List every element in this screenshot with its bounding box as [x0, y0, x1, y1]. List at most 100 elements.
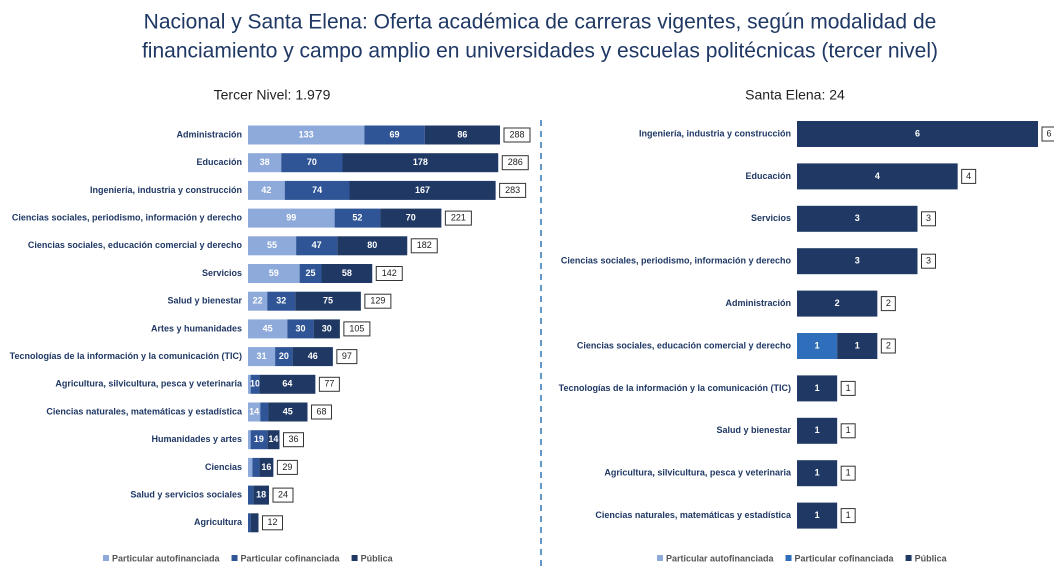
category-label: Ciencias [205, 462, 242, 472]
value-label: 70 [406, 212, 416, 222]
total-label: 3 [926, 256, 931, 266]
total-label: 1 [846, 510, 851, 520]
category-label: Agricultura, silvicultura, pesca y veter… [55, 379, 243, 389]
value-label: 1 [815, 425, 820, 435]
category-label: Tecnologías de la información y la comun… [10, 351, 242, 361]
category-label: Salud y servicios sociales [130, 489, 242, 499]
category-label: Ciencias sociales, periodismo, informaci… [561, 256, 792, 266]
value-label: 80 [367, 240, 377, 250]
total-label: 1 [846, 383, 851, 393]
value-label: 59 [269, 268, 279, 278]
value-label: 58 [342, 268, 352, 278]
bar-segment [260, 403, 268, 422]
value-label: 45 [263, 323, 273, 333]
category-label: Servicios [751, 213, 791, 223]
total-label: 29 [282, 462, 292, 472]
total-label: 288 [509, 129, 524, 139]
category-label: Ciencias sociales, educación comercial y… [28, 240, 243, 250]
value-label: 69 [390, 129, 400, 139]
total-label: 6 [1046, 128, 1051, 138]
legend-label: Pública [361, 553, 394, 563]
total-label: 286 [508, 157, 523, 167]
value-label: 14 [268, 434, 278, 444]
total-label: 1 [846, 425, 851, 435]
total-label: 97 [342, 351, 352, 361]
value-label: 31 [257, 351, 267, 361]
value-label: 6 [915, 128, 920, 138]
category-label: Tecnologías de la información y la comun… [559, 383, 791, 393]
category-label: Agricultura [194, 517, 243, 527]
category-label: Salud y bienestar [167, 296, 242, 306]
value-label: 18 [256, 489, 266, 499]
value-label: 30 [295, 323, 305, 333]
value-label: 1 [855, 340, 860, 350]
category-label: Artes y humanidades [151, 323, 242, 333]
legend-swatch [232, 555, 238, 561]
category-label: Ingeniería, industria y construcción [639, 128, 791, 138]
value-label: 25 [306, 268, 316, 278]
value-label: 19 [254, 434, 264, 444]
category-label: Agricultura, silvicultura, pesca y veter… [604, 468, 792, 478]
value-label: 2 [835, 298, 840, 308]
total-label: 68 [316, 406, 326, 416]
legend-label: Particular cofinanciada [241, 553, 341, 563]
category-label: Salud y bienestar [716, 425, 791, 435]
value-label: 86 [457, 129, 467, 139]
value-label: 45 [283, 406, 293, 416]
total-label: 129 [370, 296, 385, 306]
value-label: 1 [815, 340, 820, 350]
category-label: Educación [745, 171, 791, 181]
value-label: 1 [815, 383, 820, 393]
bar-segment [248, 458, 252, 477]
value-label: 22 [253, 296, 263, 306]
category-label: Ciencias sociales, educación comercial y… [577, 340, 792, 350]
category-label: Educación [196, 157, 242, 167]
total-label: 1 [846, 468, 851, 478]
total-label: 2 [886, 340, 891, 350]
legend-label: Particular autofinanciada [112, 553, 221, 563]
value-label: 167 [415, 185, 430, 195]
value-label: 16 [261, 462, 271, 472]
bar-segment [248, 486, 253, 505]
bar-segment [248, 513, 251, 532]
category-label: Administración [725, 298, 791, 308]
category-label: Humanidades y artes [151, 434, 242, 444]
legend-swatch [103, 555, 109, 561]
category-label: Administración [176, 129, 242, 139]
total-label: 283 [505, 185, 520, 195]
category-label: Servicios [202, 268, 242, 278]
value-label: 3 [855, 256, 860, 266]
legend-swatch [906, 555, 912, 561]
title-line: financiamiento y campo amplio en univers… [142, 40, 938, 63]
value-label: 38 [260, 157, 270, 167]
legend-swatch [657, 555, 663, 561]
bar-segment [248, 430, 251, 449]
total-label: 221 [451, 212, 466, 222]
legend-swatch [786, 555, 792, 561]
value-label: 52 [352, 212, 362, 222]
total-label: 12 [267, 517, 277, 527]
category-label: Ciencias naturales, matemáticas y estadí… [595, 510, 792, 520]
value-label: 47 [312, 240, 322, 250]
value-label: 55 [267, 240, 277, 250]
value-label: 178 [413, 157, 428, 167]
category-label: Ciencias sociales, periodismo, informaci… [12, 212, 243, 222]
title-line: Nacional y Santa Elena: Oferta académica… [144, 11, 937, 34]
total-label: 4 [966, 171, 971, 181]
value-label: 42 [261, 185, 271, 195]
value-label: 133 [299, 129, 314, 139]
legend-label: Particular cofinanciada [795, 553, 895, 563]
bar-segment [252, 458, 259, 477]
total-label: 182 [417, 240, 432, 250]
value-label: 3 [855, 213, 860, 223]
total-label: 142 [382, 268, 397, 278]
page: Nacional y Santa Elena: Oferta académica… [0, 0, 1054, 573]
total-label: 3 [926, 213, 931, 223]
value-label: 1 [815, 468, 820, 478]
value-label: 64 [282, 379, 292, 389]
value-label: 70 [307, 157, 317, 167]
total-label: 36 [288, 434, 298, 444]
category-label: Ingeniería, industria y construcción [90, 185, 242, 195]
bar-segment [251, 513, 259, 532]
legend-label: Particular autofinanciada [666, 553, 775, 563]
